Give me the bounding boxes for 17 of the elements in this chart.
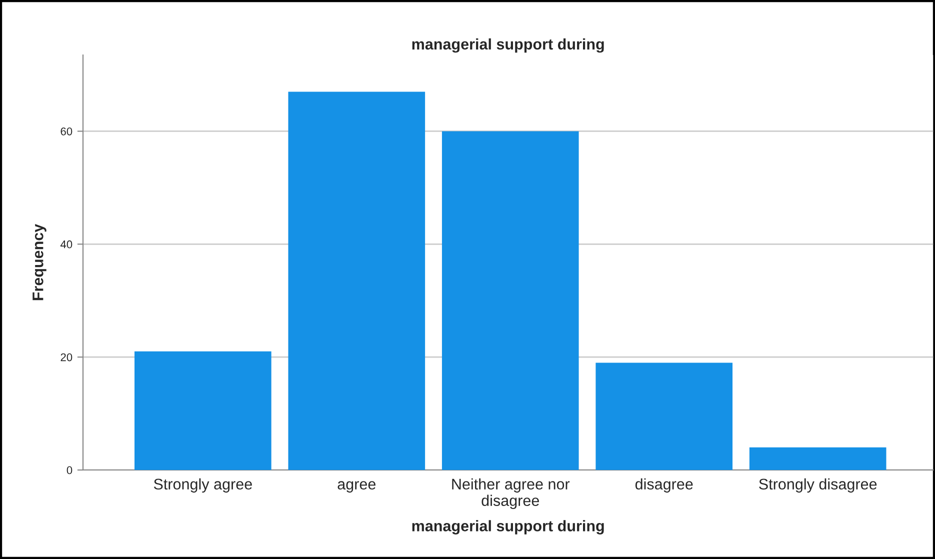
bar	[749, 447, 886, 470]
y-tick-label: 60	[60, 127, 72, 136]
x-tick-label: agree	[338, 481, 376, 493]
bar	[288, 92, 426, 470]
y-tick-label: 0	[66, 466, 72, 474]
y-tick-label: 40	[60, 240, 72, 248]
y-axis-title: Frequency	[32, 224, 46, 300]
bar	[596, 362, 733, 470]
x-tick-label: Neither agree nor disagree	[452, 478, 570, 510]
x-axis-title: managerial support during	[412, 520, 604, 534]
chart-title: managerial support during	[412, 38, 604, 53]
x-tick-label: Strongly disagree	[759, 478, 877, 493]
bar	[134, 351, 272, 470]
y-tick-label: 20	[60, 353, 72, 362]
x-tick-label: Strongly agree	[154, 478, 252, 493]
x-tick-label: disagree	[635, 478, 693, 493]
bar	[442, 131, 579, 470]
